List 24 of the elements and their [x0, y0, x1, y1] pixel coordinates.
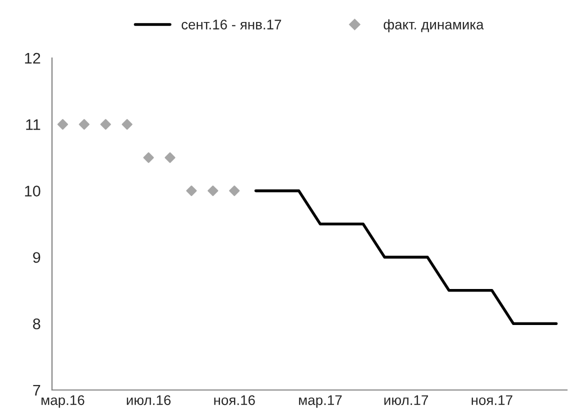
x-tick-label: мар.16 — [42, 395, 84, 408]
point — [164, 152, 176, 163]
point — [57, 119, 68, 130]
x-tick-label: мар.17 — [299, 395, 342, 408]
y-tick-label: 7 — [33, 385, 40, 396]
line-series — [254, 189, 558, 325]
y-tick-label: 9 — [33, 252, 40, 263]
legend-label: сент.16 - янв.17 — [182, 20, 282, 30]
y-tick-label: 8 — [33, 318, 40, 330]
point — [143, 152, 154, 163]
legend-label: факт. динамика — [384, 19, 484, 32]
x-tick-label: июл.16 — [126, 395, 171, 406]
point — [229, 186, 240, 196]
point — [208, 186, 218, 196]
point — [122, 119, 132, 130]
x-tick-label: ноя.17 — [472, 395, 512, 406]
y-tick-label: 11 — [26, 119, 40, 130]
y-tick-label: 12 — [25, 52, 40, 64]
point — [100, 119, 111, 130]
point — [78, 119, 90, 130]
x-tick-label: июл.17 — [384, 395, 428, 406]
point — [186, 186, 197, 196]
y-tick-label: 10 — [25, 186, 40, 196]
x-tick-label: ноя.16 — [214, 395, 255, 406]
